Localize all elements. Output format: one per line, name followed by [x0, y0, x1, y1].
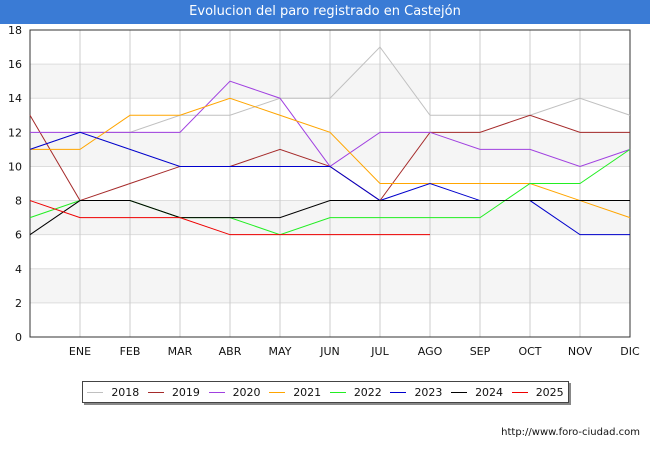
- chart-title: Evolucion del paro registrado en Castejó…: [0, 0, 650, 24]
- legend-swatch: [87, 391, 104, 393]
- legend-label: 2025: [535, 385, 564, 399]
- x-tick-label: JUL: [370, 345, 389, 358]
- y-tick-label: 0: [15, 331, 22, 344]
- legend-item-2022: 2022: [329, 385, 382, 399]
- x-tick-label: DIC: [620, 345, 640, 358]
- legend: 2018 2019 2020 2021 2022 2023 2024 2025: [82, 381, 569, 403]
- x-tick-label: MAY: [269, 345, 292, 358]
- legend-label: 2018: [111, 385, 140, 399]
- x-tick-label: NOV: [568, 345, 593, 358]
- y-tick-label: 6: [15, 229, 22, 242]
- y-tick-label: 4: [15, 263, 22, 276]
- x-tick-label: ABR: [219, 345, 242, 358]
- legend-label: 2024: [475, 385, 504, 399]
- legend-item-2019: 2019: [147, 385, 200, 399]
- y-tick-labels: 0 2 4 6 8 10 12 14 16 18: [8, 24, 22, 344]
- y-tick-label: 10: [8, 160, 22, 173]
- x-tick-label: MAR: [168, 345, 193, 358]
- legend-swatch: [147, 391, 164, 393]
- series-line-2025: [29, 200, 430, 236]
- legend-swatch: [451, 391, 468, 393]
- legend-item-2020: 2020: [208, 385, 261, 399]
- legend-swatch: [390, 391, 407, 393]
- y-tick-label: 18: [8, 24, 22, 37]
- x-tick-label: JUN: [319, 345, 340, 358]
- y-tick-label: 16: [8, 58, 22, 71]
- series-lines: [29, 46, 631, 236]
- plot-frame: [29, 29, 631, 338]
- x-tick-labels: ENE FEB MAR ABR MAY JUN JUL AGO SEP OCT NOV DIC: [69, 345, 640, 358]
- series-line-2024: [29, 200, 630, 236]
- x-tick-label: AGO: [418, 345, 443, 358]
- legend-swatch: [208, 391, 225, 393]
- legend-label: 2022: [353, 385, 382, 399]
- legend-swatch: [269, 391, 286, 393]
- x-tick-label: FEB: [120, 345, 141, 358]
- x-tick-label: SEP: [470, 345, 491, 358]
- y-tick-label: 14: [8, 92, 22, 105]
- legend-label: 2019: [171, 385, 200, 399]
- legend-label: 2023: [414, 385, 443, 399]
- footer-url: http://www.foro-ciudad.com: [501, 427, 640, 438]
- y-tick-label: 2: [15, 297, 22, 310]
- legend-label: 2021: [293, 385, 322, 399]
- legend-item-2023: 2023: [390, 386, 442, 399]
- legend-item-2025: 2025: [511, 385, 564, 399]
- legend-label: 2020: [232, 385, 261, 399]
- legend-swatch: [329, 391, 346, 393]
- y-tick-label: 12: [8, 126, 22, 139]
- legend-swatch: [511, 391, 528, 393]
- line-chart: 0 2 4 6 8 10 12 14 16 18 ENE FEB MAR ABR MAY JUN JUL AGO…: [8, 24, 640, 358]
- legend-item-2018: 2018: [87, 386, 139, 399]
- axes: [29, 29, 631, 338]
- legend-item-2024: 2024: [451, 386, 503, 399]
- x-tick-label: OCT: [518, 345, 541, 358]
- x-tick-label: ENE: [69, 345, 91, 358]
- legend-item-2021: 2021: [269, 386, 321, 399]
- y-tick-label: 8: [15, 195, 22, 208]
